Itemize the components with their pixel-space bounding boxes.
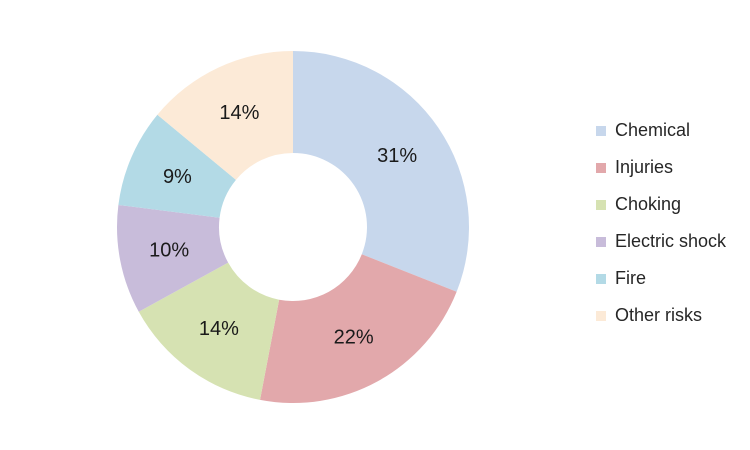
legend-swatch-other-risks <box>596 310 606 321</box>
legend-item-electric-shock: Electric shock <box>596 223 726 260</box>
data-label-other-risks: 14% <box>219 102 259 124</box>
legend-swatch-fire <box>596 273 606 284</box>
legend-swatch-choking <box>596 199 606 210</box>
legend-label-injuries: Injuries <box>615 157 674 177</box>
data-label-electric-shock: 10% <box>149 240 189 262</box>
legend-item-fire: Fire <box>596 260 726 297</box>
data-label-choking: 14% <box>199 318 239 340</box>
legend-swatch-chemical <box>596 125 606 136</box>
data-label-injuries: 22% <box>334 326 374 348</box>
legend-label-electric-shock: Electric shock <box>615 231 727 251</box>
legend-swatch-electric-shock <box>596 236 606 247</box>
data-label-chemical: 31% <box>377 145 417 167</box>
slice-electric-shock <box>117 204 229 312</box>
slice-injuries <box>260 254 457 403</box>
legend-item-choking: Choking <box>596 186 726 223</box>
slice-choking <box>138 262 280 400</box>
slice-chemical <box>293 51 469 292</box>
legend-label-choking: Choking <box>615 194 682 214</box>
legend-label-fire: Fire <box>615 268 646 288</box>
slice-other-risks <box>157 51 293 180</box>
legend-label-chemical: Chemical <box>615 120 691 140</box>
legend-item-injuries: Injuries <box>596 149 726 186</box>
slice-fire <box>118 114 236 218</box>
data-label-fire: 9% <box>163 166 192 188</box>
legend-swatch-injuries <box>596 162 606 173</box>
legend-label-other-risks: Other risks <box>615 305 703 325</box>
chart-legend: Chemical Injuries Choking Electric shock Fir… <box>596 112 726 334</box>
legend-item-chemical: Chemical <box>596 112 726 149</box>
legend-item-other-risks: Other risks <box>596 297 726 334</box>
